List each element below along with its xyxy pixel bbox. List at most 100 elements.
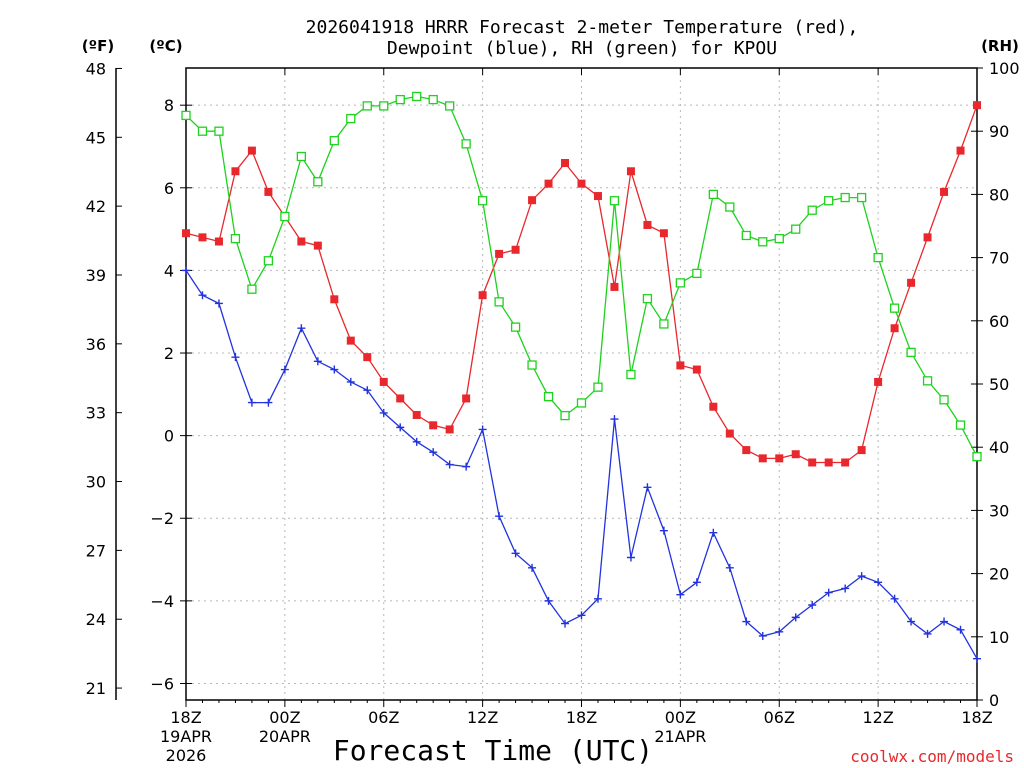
dewpoint-point [692,578,701,587]
chart-title-line-1: 2026041918 HRRR Forecast 2-meter Tempera… [306,17,859,38]
x-tick-date-label: 19APR [160,727,212,746]
dewpoint-point [874,578,883,587]
fahrenheit-tick-label: 21 [86,679,106,698]
temperature-point [907,278,916,287]
temperature-point [709,402,718,411]
temperature-point [445,425,454,434]
plot-frame [185,67,978,701]
temperature-point [676,361,685,370]
rh-point [296,151,307,162]
rh-point [477,196,488,206]
dewpoint-point [379,408,388,417]
rh-point [824,196,834,206]
rh-tick-label: 80 [989,185,1009,204]
rh-point [840,192,850,203]
rh-point [856,192,867,203]
dewpoint-point [429,448,438,457]
rh-tick-label: 60 [989,312,1009,331]
x-tick-year-label: 2026 [166,746,207,765]
x-tick-label: 18Z [170,708,201,727]
dewpoint-point [495,512,504,521]
temperature-point [313,241,322,250]
temperature-point [841,458,850,467]
rh-point [214,126,224,136]
rh-point [741,230,751,241]
chart-title-line-2: Dewpoint (blue), RH (green) for KPOU [387,38,777,59]
celsius-tick-label: 0 [164,427,174,446]
rh-point [593,382,603,392]
rh-point [412,91,422,102]
rh-point [247,284,257,294]
rh-point [346,113,356,124]
temperature-point [610,282,619,291]
temperature-point [264,187,273,196]
celsius-tick-label: 6 [164,179,174,198]
rh-point [609,196,620,206]
rh-point [939,395,949,405]
x-tick-label: 00Z [269,708,300,727]
dewpoint-point [940,617,949,626]
dewpoint-point [643,483,652,492]
dewpoint-point [791,613,800,622]
temperature-point [593,192,602,201]
dewpoint-point [561,619,570,628]
dewpoint-point [758,631,767,640]
fahrenheit-tick-label: 42 [86,197,106,216]
temperature-point [346,336,355,345]
temperature-point [478,291,487,300]
temperature-point [214,237,223,246]
temperature-point [824,458,833,467]
temperature-point [857,446,866,455]
temperature-point [742,446,751,455]
celsius-tick-label: −4 [150,592,174,611]
rh-point [510,322,521,332]
rh-point [675,278,686,288]
dewpoint-point [247,398,256,407]
dewpoint-point [198,291,207,300]
x-tick-date-label: 21APR [654,727,706,746]
rh-point [395,94,405,105]
fahrenheit-unit-label: (ºF) [82,37,114,55]
rh-tick-label: 10 [989,628,1009,647]
temperature-point [626,167,635,176]
dewpoint-point [610,415,619,424]
rh-tick-label: 40 [989,438,1009,457]
rh-point [197,126,208,136]
chart-axes: −6−4−20246821242730333639424548010203040… [86,59,1020,765]
dewpoint-point [396,423,405,432]
temperature-point [396,394,405,403]
rh-point [280,211,290,222]
rh-point [791,224,801,234]
rh-point [230,233,241,244]
celsius-tick-label: −6 [150,674,174,693]
dewpoint-point [511,549,520,558]
rh-point [725,202,735,212]
dewpoint-point [214,299,223,308]
chart-gridlines [185,68,978,700]
rh-point [560,410,570,421]
dewpoint-point [528,563,537,572]
temperature-point [725,429,734,438]
temperature-point [923,233,932,242]
fahrenheit-tick-label: 30 [86,473,106,492]
dewpoint-point [182,266,190,275]
rh-point [873,252,883,263]
temperature-point [808,458,817,467]
rh-point [889,303,900,313]
rh-point [659,319,669,329]
x-tick-label: 06Z [368,708,399,727]
temperature-point [429,421,438,430]
rh-tick-label: 50 [989,375,1009,394]
dewpoint-point [412,437,421,446]
dewpoint-point [956,625,965,634]
dewpoint-point [462,462,471,471]
fahrenheit-tick-label: 48 [86,59,106,78]
temperature-point [511,245,520,254]
dewpoint-point [231,353,240,362]
dewpoint-point [857,572,866,581]
temperature-point [692,365,701,374]
temperature-point [297,237,306,246]
rh-point [708,189,718,200]
celsius-tick-label: 8 [164,96,174,115]
